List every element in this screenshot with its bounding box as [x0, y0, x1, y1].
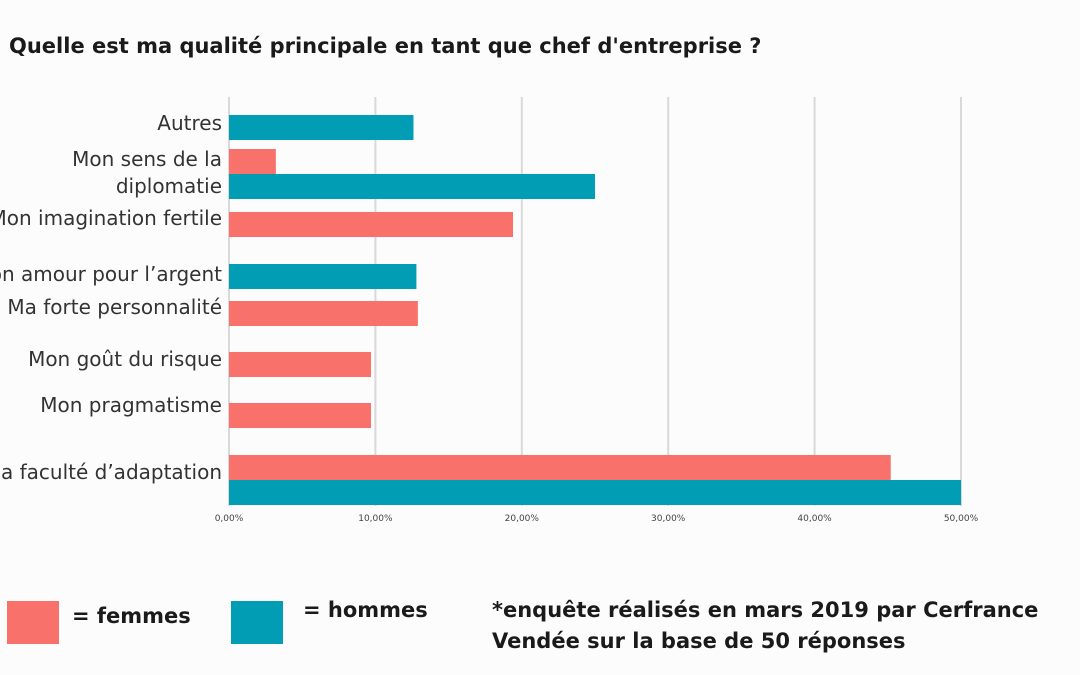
bar-hommes — [229, 480, 961, 505]
survey-note-line-1: *enquête réalisés en mars 2019 par Cerfr… — [492, 598, 1039, 622]
bar-hommes — [229, 115, 414, 140]
bars — [229, 115, 961, 505]
bar-hommes — [229, 174, 595, 199]
category-label: Mon sens de la — [72, 147, 222, 171]
legend-label-femmes: = femmes — [72, 604, 191, 628]
category-label: Ma faculté d’adaptation — [0, 460, 222, 484]
legend-swatch-hommes — [231, 601, 283, 644]
bar-chart: Autres Mon sens de la diplomatie Mon imagin… — [0, 97, 979, 524]
bar-femmes — [229, 212, 514, 237]
survey-note-line-2: Vendée sur la base de 50 réponses — [492, 629, 906, 653]
x-tick-label: 0,00% — [215, 514, 244, 524]
bar-femmes — [229, 455, 891, 480]
bar-hommes — [229, 264, 417, 289]
category-label: Autres — [157, 111, 222, 135]
category-label: Ma forte personnalité — [7, 295, 222, 319]
bar-femmes — [229, 149, 276, 174]
category-label: diplomatie — [116, 174, 222, 198]
x-tick-label: 40,00% — [797, 514, 832, 524]
x-tick-label: 50,00% — [944, 514, 979, 524]
x-tick-label: 30,00% — [651, 514, 686, 524]
survey-note: *enquête réalisés en mars 2019 par Cerfr… — [492, 595, 1038, 657]
bar-femmes — [229, 352, 372, 377]
bar-femmes — [229, 301, 418, 326]
category-label: Mon pragmatisme — [40, 393, 222, 417]
x-tick-label: 20,00% — [505, 514, 540, 524]
category-labels: Autres Mon sens de la diplomatie Mon imagin… — [0, 111, 222, 484]
chart-title: Quelle est ma qualité principale en tant… — [9, 34, 762, 58]
x-axis-ticks: 0,00% 10,00% 20,00% 30,00% 40,00% 50,00% — [215, 514, 979, 524]
x-tick-label: 10,00% — [358, 514, 393, 524]
bar-femmes — [229, 403, 372, 428]
category-label: Mon imagination fertile — [0, 206, 222, 230]
category-label: Mon amour pour l’argent — [0, 262, 222, 286]
category-label: Mon goût du risque — [28, 347, 222, 371]
legend-swatch-femmes — [7, 601, 59, 644]
legend-label-hommes: = hommes — [303, 598, 428, 622]
